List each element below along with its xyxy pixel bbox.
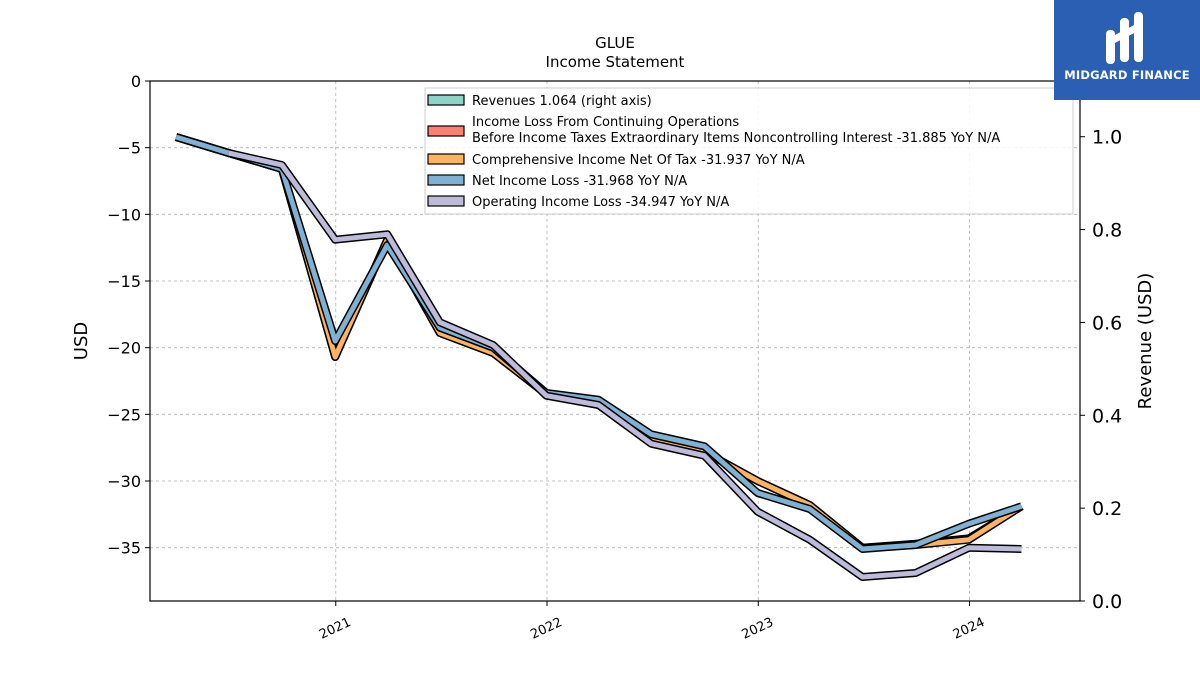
x-tick-label: 2022 <box>528 615 564 643</box>
x-tick-label: 2023 <box>740 615 776 643</box>
y-tick-label: −20 <box>107 339 141 358</box>
y-tick-label: −30 <box>107 472 141 491</box>
y2-tick-label: 0.6 <box>1092 312 1122 334</box>
series-line-outline <box>227 149 1022 581</box>
legend-label-pretax-income-line2: Before Income Taxes Extraordinary Items … <box>472 131 1000 146</box>
series-4 <box>227 149 1022 581</box>
legend-swatch-net-income <box>427 174 465 186</box>
legend-swatch-operating-income <box>427 195 465 207</box>
plot-frame <box>149 80 1081 602</box>
legend-label-pretax-income-line1: Income Loss From Continuing Operations <box>472 115 739 130</box>
legend-box <box>424 87 1074 215</box>
legend-label-revenues: Revenues 1.064 (right axis) <box>472 94 652 109</box>
chart-subtitle: Income Statement <box>546 53 685 71</box>
brand-name: MIDGARD FINANCE <box>1064 68 1190 82</box>
brand-logo: MIDGARD FINANCE <box>1054 0 1200 100</box>
x-tick-label: 2024 <box>951 615 987 643</box>
series-3 <box>174 133 1023 553</box>
y2-tick-label: 0.2 <box>1092 498 1122 520</box>
x-tick-label: 2021 <box>317 615 353 643</box>
y2-tick-label: 1.0 <box>1092 127 1122 149</box>
y-tick-label: −15 <box>107 272 141 291</box>
y2-tick-label: 0.8 <box>1092 220 1122 242</box>
y2-tick-label: 0.4 <box>1092 405 1122 427</box>
x-axis: 2021 2022 2023 2024 <box>317 601 987 643</box>
legend-label-net-income: Net Income Loss -31.968 YoY N/A <box>472 174 687 189</box>
y-tick-label: −5 <box>117 139 141 158</box>
series-line <box>175 134 1023 552</box>
midgard-logo-icon <box>1106 12 1143 64</box>
legend-swatch-comprehensive-income <box>427 153 465 165</box>
right-axis: 0.0 0.2 0.4 0.6 0.8 1.0 <box>1080 127 1122 613</box>
y-tick-label: −25 <box>107 405 141 424</box>
legend-label-operating-income: Operating Income Loss -34.947 YoY N/A <box>472 195 729 210</box>
series-layer <box>174 133 1024 581</box>
legend-swatch-revenues <box>427 94 465 106</box>
legend-swatch-pretax-income <box>427 125 465 137</box>
y-tick-label: −10 <box>107 205 141 224</box>
left-axis: 0 −5 −10 −15 −20 −25 −30 −35 <box>107 72 150 558</box>
legend-label-comprehensive-income: Comprehensive Income Net Of Tax -31.937 … <box>472 153 805 168</box>
legend: Revenues 1.064 (right axis) Income Loss … <box>424 87 1074 215</box>
y2-tick-label: 0.0 <box>1092 591 1122 613</box>
series-line <box>228 150 1022 580</box>
chart-title: GLUE <box>595 34 635 52</box>
y-tick-label: −35 <box>107 539 141 558</box>
y-tick-label: 0 <box>131 72 141 91</box>
y-axis-label: USD <box>71 322 92 360</box>
y2-axis-label: Revenue (USD) <box>1135 273 1156 410</box>
